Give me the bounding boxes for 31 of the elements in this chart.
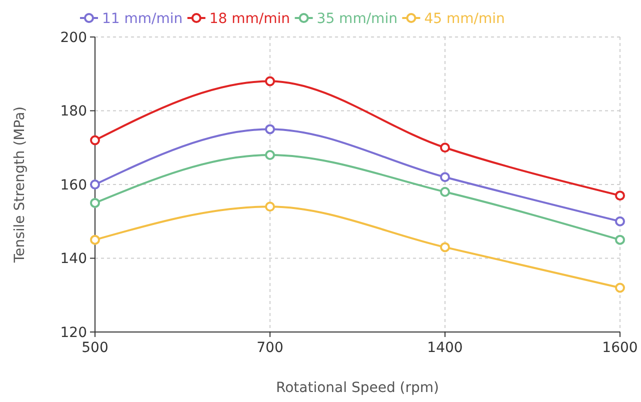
x-tick-label: 1600 <box>602 340 638 356</box>
x-tick-label: 700 <box>256 340 284 356</box>
legend-label: 45 mm/min <box>424 10 505 27</box>
point <box>265 150 275 160</box>
point <box>615 234 625 245</box>
point <box>90 180 100 190</box>
x-tick-label: 500 <box>82 340 108 356</box>
y-axis-title: Tensile Strength (MPa) <box>12 106 28 264</box>
y-tick-label: 120 <box>60 324 87 341</box>
y-tick-label: 180 <box>60 104 87 120</box>
point <box>265 202 275 212</box>
y-tick-label: 140 <box>60 251 87 268</box>
point <box>440 172 450 182</box>
y-tick-label: 200 <box>60 30 87 46</box>
legend-label: 11 mm/min <box>102 10 183 27</box>
legend-label: 35 mm/min <box>316 10 398 27</box>
point <box>440 142 450 153</box>
x-tick-label: 1400 <box>427 340 463 356</box>
y-tick-label: 160 <box>60 177 87 194</box>
x-axis-title: Rotational Speed (rpm) <box>276 380 440 396</box>
point <box>615 216 625 226</box>
point <box>440 186 450 197</box>
point <box>615 190 625 201</box>
point <box>90 198 100 208</box>
point <box>265 76 275 86</box>
point <box>440 242 450 252</box>
point <box>615 282 625 293</box>
point <box>265 124 275 134</box>
point <box>90 234 100 245</box>
legend-label: 18 mm/min <box>209 10 290 27</box>
point <box>90 135 100 146</box>
